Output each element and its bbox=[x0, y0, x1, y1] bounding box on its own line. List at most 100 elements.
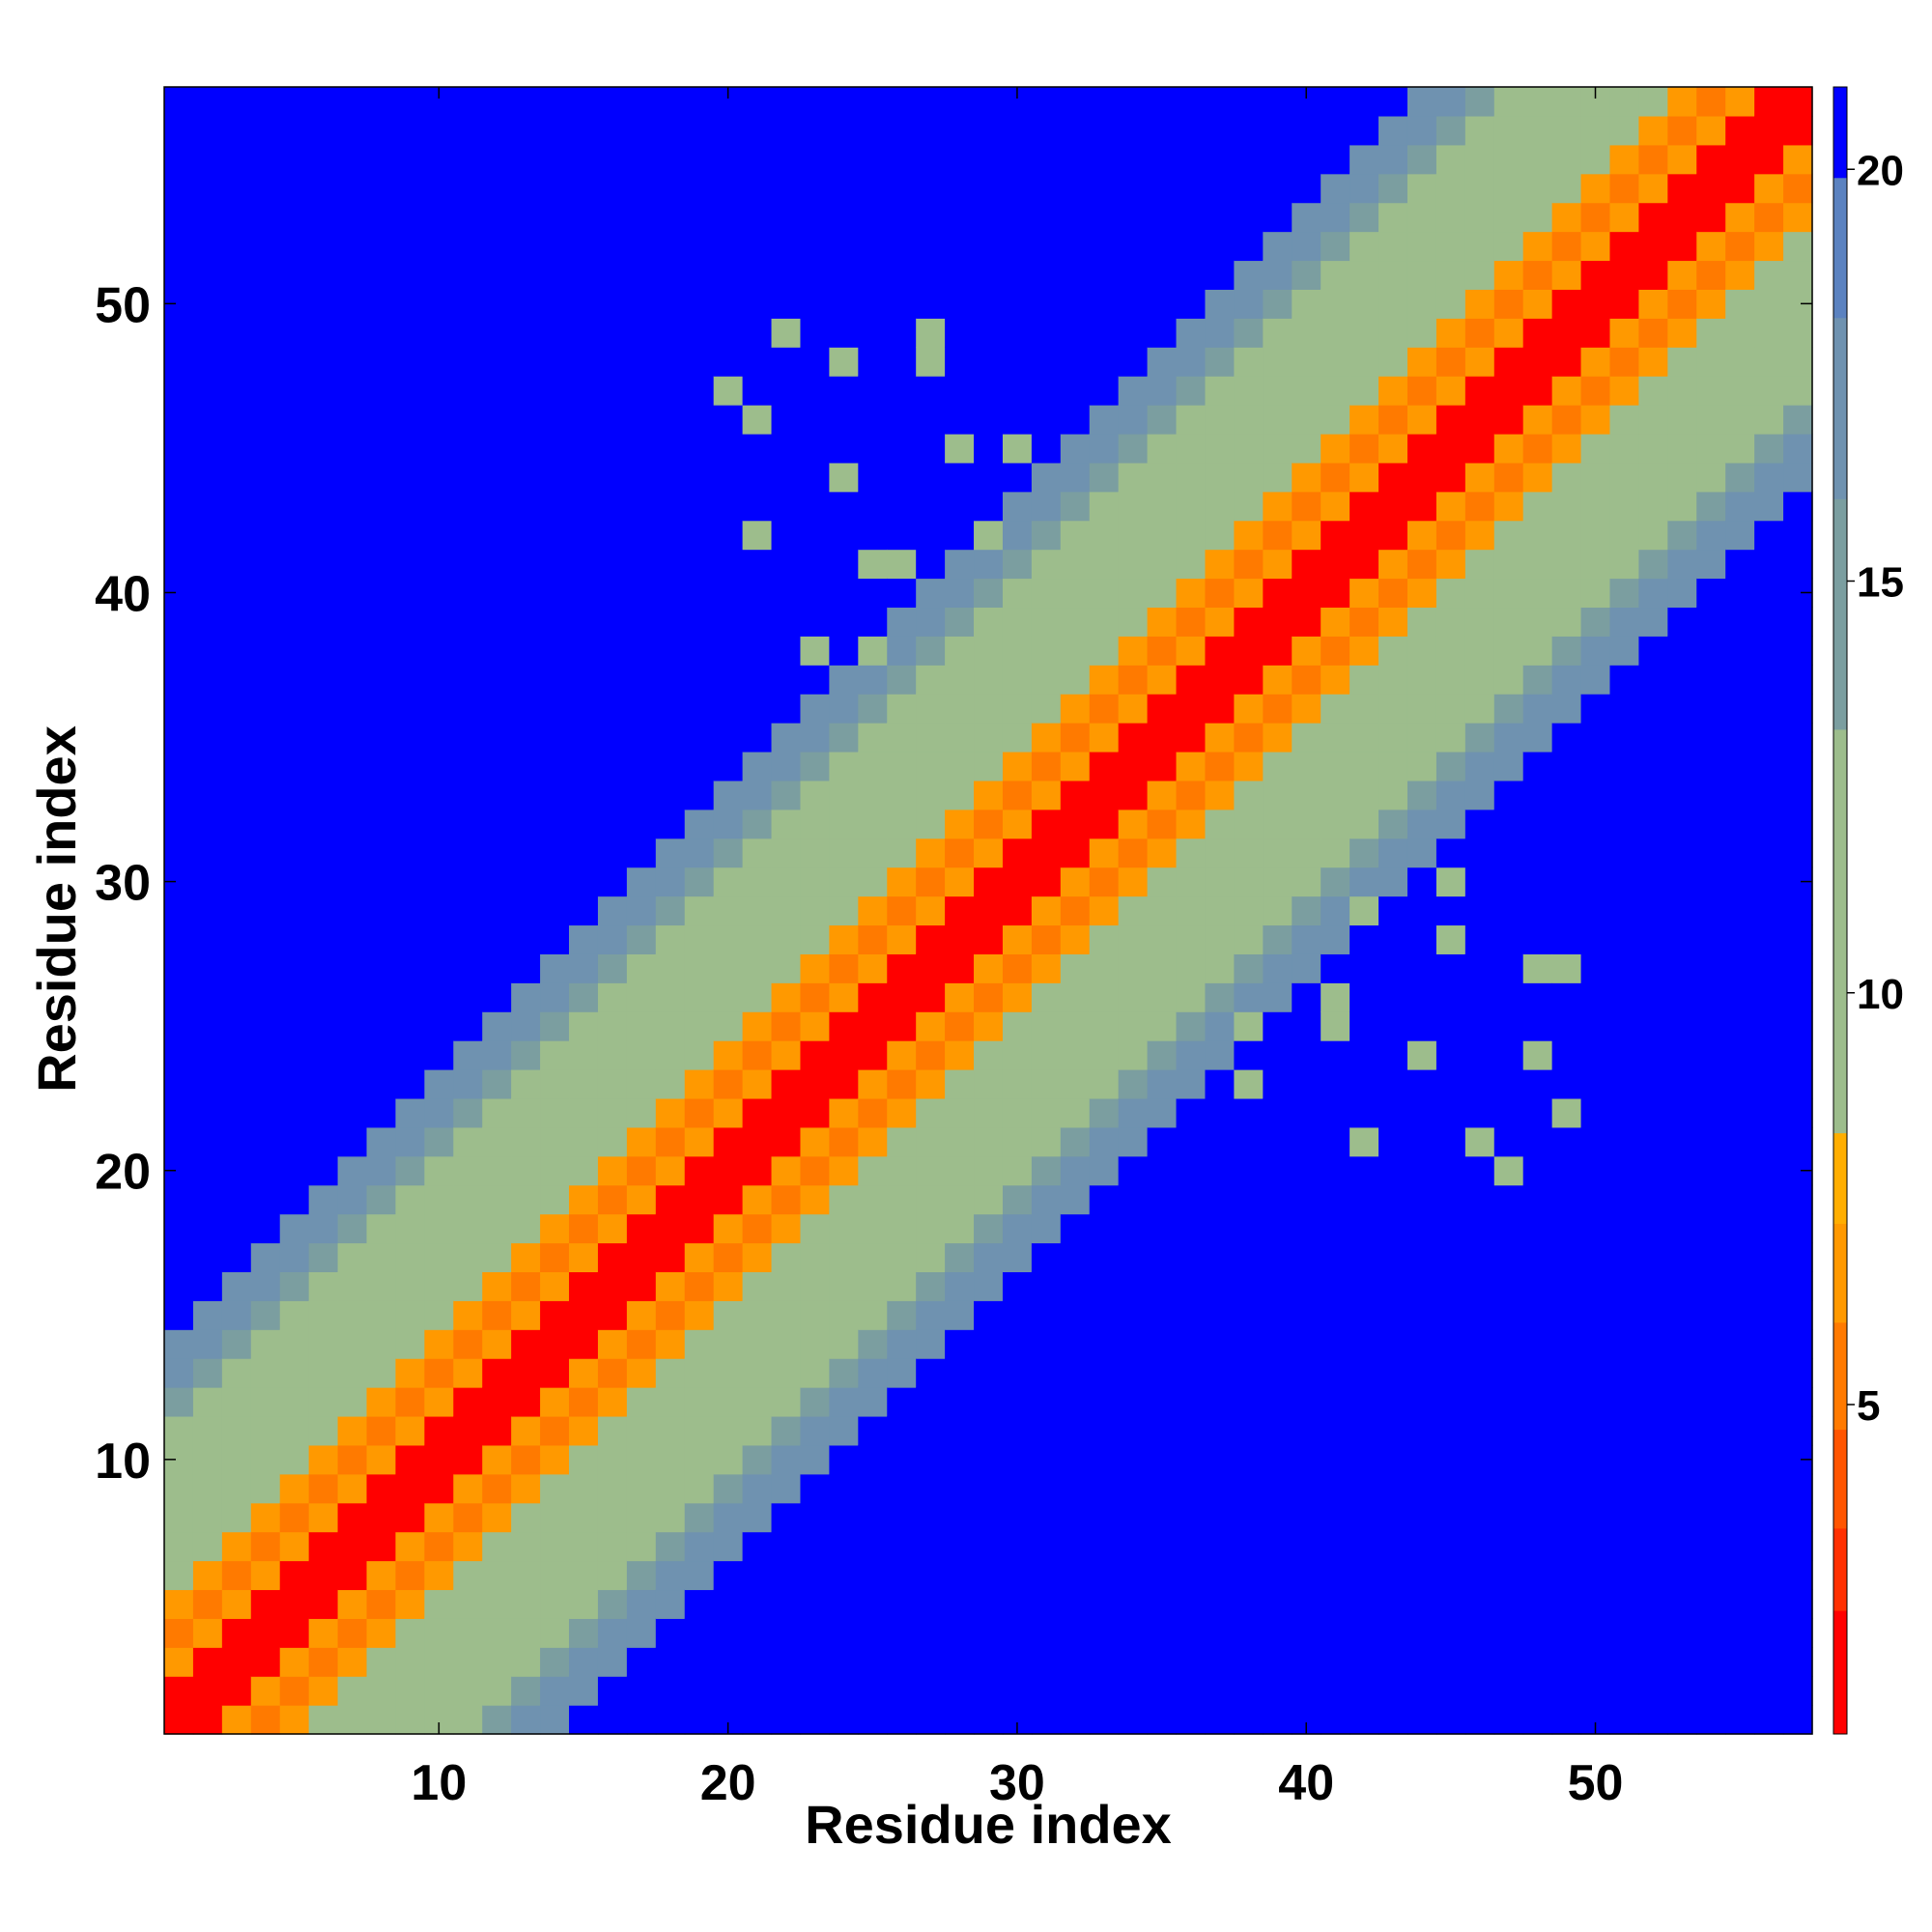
heatmap-cell bbox=[887, 1329, 917, 1359]
heatmap-cell bbox=[655, 115, 686, 146]
heatmap-cell bbox=[800, 376, 830, 406]
heatmap-cell bbox=[1493, 723, 1524, 753]
heatmap-cell bbox=[858, 520, 888, 551]
heatmap-cell bbox=[192, 1705, 223, 1735]
heatmap-cell bbox=[684, 780, 715, 810]
heatmap-cell bbox=[1089, 260, 1120, 290]
heatmap-cell bbox=[1435, 694, 1466, 724]
heatmap-cell bbox=[395, 1184, 425, 1215]
heatmap-cell bbox=[1406, 895, 1437, 926]
heatmap-cell bbox=[1551, 1502, 1582, 1533]
heatmap-cell bbox=[916, 780, 946, 810]
heatmap-cell bbox=[974, 953, 1004, 983]
heatmap-cell bbox=[713, 1676, 744, 1706]
heatmap-cell bbox=[1176, 982, 1207, 1012]
heatmap-cell bbox=[1263, 87, 1293, 117]
heatmap-cell bbox=[1725, 1040, 1755, 1070]
heatmap-cell bbox=[829, 405, 859, 435]
heatmap-cell bbox=[684, 751, 715, 781]
heatmap-cell bbox=[250, 115, 281, 146]
heatmap-cell bbox=[771, 173, 802, 204]
heatmap-cell bbox=[626, 694, 657, 724]
heatmap-cell bbox=[1551, 780, 1582, 810]
heatmap-cell bbox=[540, 895, 570, 926]
heatmap-cell bbox=[1378, 231, 1408, 262]
heatmap-cell bbox=[1725, 1618, 1755, 1648]
heatmap-cell bbox=[1406, 1069, 1437, 1099]
heatmap-cell bbox=[1580, 607, 1611, 637]
heatmap-cell bbox=[1754, 1242, 1784, 1272]
heatmap-cell bbox=[1089, 578, 1120, 609]
heatmap-cell bbox=[1350, 1329, 1379, 1359]
heatmap-cell bbox=[1031, 347, 1062, 377]
heatmap-cell bbox=[771, 1387, 802, 1417]
heatmap-cell bbox=[1118, 260, 1149, 290]
heatmap-cell bbox=[1609, 1589, 1640, 1619]
heatmap-cell bbox=[1350, 1358, 1379, 1388]
heatmap-cell bbox=[1725, 1300, 1755, 1330]
heatmap-cell bbox=[1609, 1271, 1640, 1301]
heatmap-cell bbox=[684, 1387, 715, 1417]
heatmap-cell bbox=[655, 1444, 686, 1475]
heatmap-cell bbox=[1638, 1011, 1668, 1041]
heatmap-cell bbox=[569, 231, 599, 262]
heatmap-cell bbox=[1234, 1155, 1264, 1186]
heatmap-cell bbox=[1002, 1011, 1033, 1041]
colorbar-tick-label: 10 bbox=[1857, 971, 1904, 1018]
heatmap-cell bbox=[1406, 780, 1437, 810]
heatmap-cell bbox=[1493, 1705, 1524, 1735]
heatmap-cell bbox=[1783, 1705, 1813, 1735]
heatmap-cell bbox=[1406, 1387, 1437, 1417]
heatmap-cell bbox=[1754, 173, 1784, 204]
heatmap-cell bbox=[1002, 1647, 1033, 1677]
heatmap-cell bbox=[1493, 1560, 1524, 1591]
heatmap-cell bbox=[1638, 1155, 1668, 1186]
heatmap-cell bbox=[395, 982, 425, 1012]
heatmap-cell bbox=[1522, 318, 1553, 348]
heatmap-cell bbox=[1493, 1387, 1524, 1417]
heatmap-cell bbox=[1435, 867, 1466, 897]
heatmap-cell bbox=[800, 1271, 830, 1301]
heatmap-cell bbox=[1002, 289, 1033, 319]
heatmap-cell bbox=[742, 1358, 773, 1388]
heatmap-cell bbox=[1234, 462, 1264, 493]
heatmap-cell bbox=[1609, 491, 1640, 522]
heatmap-cell bbox=[221, 982, 252, 1012]
heatmap-cell bbox=[742, 1300, 773, 1330]
heatmap-cell bbox=[829, 1589, 859, 1619]
heatmap-cell bbox=[511, 1618, 541, 1648]
heatmap-cell bbox=[945, 1242, 975, 1272]
heatmap-cell bbox=[597, 1126, 628, 1157]
heatmap-cell bbox=[366, 115, 397, 146]
heatmap-cell bbox=[395, 578, 425, 609]
heatmap-cell bbox=[482, 607, 512, 637]
heatmap-cell bbox=[1667, 1155, 1697, 1186]
heatmap-cell bbox=[482, 1618, 512, 1648]
heatmap-cell bbox=[1406, 520, 1437, 551]
heatmap-cell bbox=[1522, 1069, 1553, 1099]
heatmap-cell bbox=[1464, 347, 1495, 377]
heatmap-cell bbox=[829, 1213, 859, 1244]
heatmap-cell bbox=[1464, 1705, 1495, 1735]
heatmap-cell bbox=[192, 1213, 223, 1244]
heatmap-cell bbox=[164, 1618, 194, 1648]
heatmap-cell bbox=[1783, 1213, 1813, 1244]
heatmap-cell bbox=[1580, 636, 1611, 666]
heatmap-cell bbox=[511, 173, 541, 204]
heatmap-cell bbox=[974, 1329, 1004, 1359]
heatmap-cell bbox=[540, 1069, 570, 1099]
heatmap-cell bbox=[1002, 1097, 1033, 1128]
heatmap-cell bbox=[1118, 405, 1149, 435]
heatmap-cell bbox=[1060, 982, 1091, 1012]
heatmap-cell bbox=[655, 549, 686, 580]
heatmap-cell bbox=[1263, 260, 1293, 290]
heatmap-cell bbox=[1118, 924, 1149, 954]
heatmap-cell bbox=[1118, 1300, 1149, 1330]
heatmap-cell bbox=[1350, 607, 1379, 637]
heatmap-cell bbox=[1667, 1502, 1697, 1533]
heatmap-cell bbox=[337, 462, 368, 493]
heatmap-cell bbox=[1609, 115, 1640, 146]
heatmap-cell bbox=[713, 318, 744, 348]
heatmap-cell bbox=[974, 289, 1004, 319]
heatmap-cell bbox=[1725, 202, 1755, 233]
